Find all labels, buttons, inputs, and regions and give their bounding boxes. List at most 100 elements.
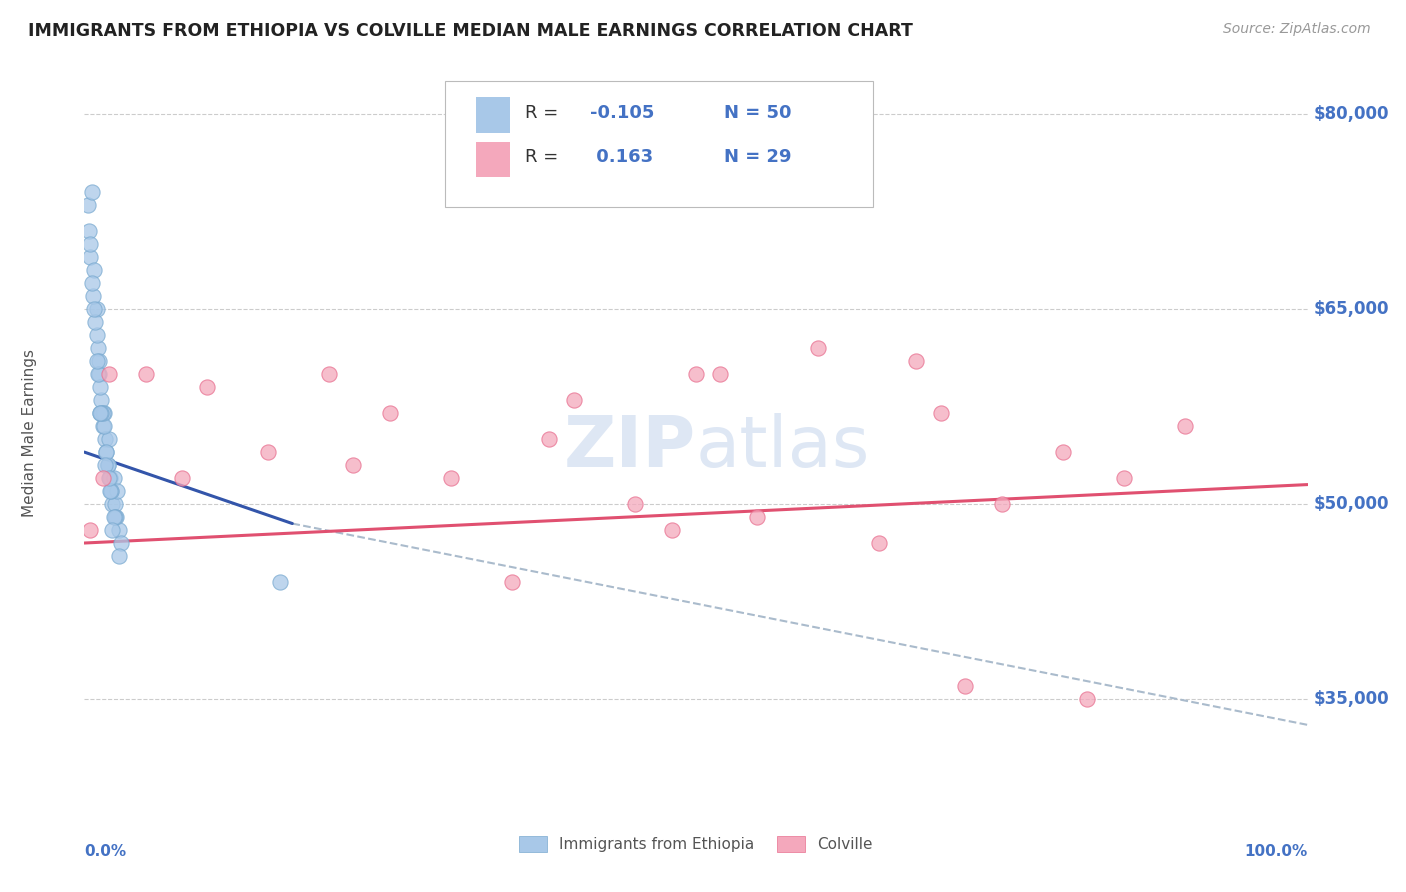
Point	[110, 536, 132, 550]
Point	[562, 393, 585, 408]
Point	[93, 406, 115, 420]
Point	[87, 367, 110, 381]
Point	[991, 497, 1014, 511]
Point	[91, 419, 114, 434]
Point	[100, 484, 122, 499]
Point	[97, 458, 120, 472]
Point	[502, 574, 524, 589]
Point	[87, 354, 110, 368]
Point	[80, 186, 103, 200]
Point	[1114, 471, 1136, 485]
Text: 0.0%: 0.0%	[84, 844, 127, 858]
Text: Median Male Earnings: Median Male Earnings	[22, 349, 37, 516]
Point	[747, 510, 769, 524]
Text: R =: R =	[524, 103, 558, 122]
Bar	[475, 142, 510, 178]
Point	[105, 510, 128, 524]
Text: 100.0%: 100.0%	[1244, 844, 1308, 858]
Point	[661, 523, 683, 537]
Text: N = 29: N = 29	[724, 148, 792, 166]
Point	[87, 341, 110, 355]
Point	[84, 315, 107, 329]
Point	[172, 471, 194, 485]
Text: $80,000: $80,000	[1313, 105, 1389, 123]
Point	[905, 354, 928, 368]
Point	[953, 679, 976, 693]
Point	[709, 367, 731, 381]
Point	[93, 419, 115, 434]
Point	[101, 523, 124, 537]
Point	[195, 380, 218, 394]
Point	[318, 367, 340, 381]
Point	[96, 445, 118, 459]
Point	[97, 471, 120, 485]
Text: 0.163: 0.163	[589, 148, 652, 166]
Point	[77, 198, 100, 212]
Point	[105, 484, 128, 499]
Text: $65,000: $65,000	[1313, 301, 1389, 318]
Point	[86, 302, 108, 317]
Point	[929, 406, 952, 420]
Point	[1052, 445, 1074, 459]
Point	[80, 277, 103, 291]
Point	[97, 458, 120, 472]
Text: atlas: atlas	[696, 413, 870, 482]
Point	[107, 523, 129, 537]
Point	[83, 302, 105, 317]
Bar	[475, 97, 510, 133]
Point	[89, 380, 111, 394]
Point	[135, 367, 157, 381]
FancyBboxPatch shape	[446, 81, 873, 207]
Text: ZIP: ZIP	[564, 413, 696, 482]
Point	[103, 471, 125, 485]
Point	[96, 445, 118, 459]
Point	[94, 458, 117, 472]
Point	[440, 471, 463, 485]
Point	[1174, 419, 1197, 434]
Point	[98, 471, 121, 485]
Point	[90, 406, 112, 420]
Point	[86, 328, 108, 343]
Point	[91, 471, 114, 485]
Point	[538, 432, 561, 446]
Text: $35,000: $35,000	[1313, 690, 1389, 708]
Point	[82, 289, 104, 303]
Text: IMMIGRANTS FROM ETHIOPIA VS COLVILLE MEDIAN MALE EARNINGS CORRELATION CHART: IMMIGRANTS FROM ETHIOPIA VS COLVILLE MED…	[28, 22, 912, 40]
Point	[86, 354, 108, 368]
Point	[624, 497, 647, 511]
Point	[685, 367, 707, 381]
Point	[97, 432, 120, 446]
Point	[257, 445, 280, 459]
Point	[83, 263, 105, 277]
Point	[90, 393, 112, 408]
Legend: Immigrants from Ethiopia, Colville: Immigrants from Ethiopia, Colville	[513, 830, 879, 858]
Point	[269, 574, 291, 589]
Point	[101, 497, 124, 511]
Point	[1076, 692, 1098, 706]
Text: N = 50: N = 50	[724, 103, 792, 122]
Point	[79, 237, 101, 252]
Point	[91, 406, 114, 420]
Point	[104, 510, 127, 524]
Point	[380, 406, 402, 420]
Text: $50,000: $50,000	[1313, 495, 1389, 513]
Point	[103, 510, 125, 524]
Text: -0.105: -0.105	[589, 103, 654, 122]
Point	[89, 406, 111, 420]
Point	[342, 458, 364, 472]
Point	[79, 250, 101, 264]
Point	[87, 367, 110, 381]
Point	[100, 484, 122, 499]
Point	[77, 224, 100, 238]
Point	[807, 341, 830, 355]
Point	[98, 484, 121, 499]
Point	[94, 432, 117, 446]
Point	[79, 523, 101, 537]
Point	[869, 536, 891, 550]
Point	[89, 406, 111, 420]
Point	[97, 367, 120, 381]
Point	[107, 549, 129, 563]
Text: R =: R =	[524, 148, 558, 166]
Text: Source: ZipAtlas.com: Source: ZipAtlas.com	[1223, 22, 1371, 37]
Point	[104, 497, 127, 511]
